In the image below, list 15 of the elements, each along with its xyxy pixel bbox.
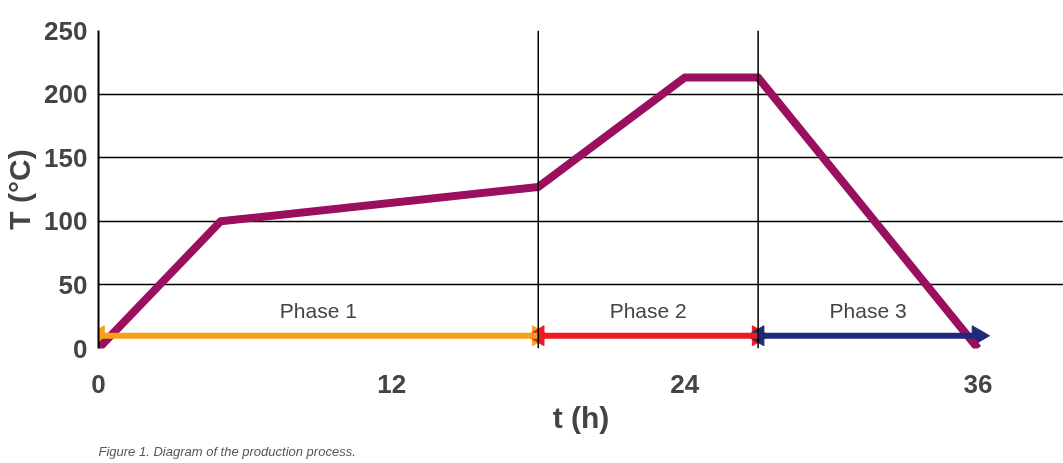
y-tick-label: 100 xyxy=(44,206,88,237)
caption: Figure 1. Diagram of the production process. xyxy=(98,443,356,459)
y-tick-label: 0 xyxy=(73,333,88,364)
y-tick-label: 200 xyxy=(44,79,88,110)
y-tick-label: 250 xyxy=(44,15,88,46)
series-label: Phase 3 xyxy=(829,298,907,322)
x-tick-label: 12 xyxy=(377,368,407,399)
x-axis-title: t (h) xyxy=(552,400,610,434)
y-axis-title: T (°C) xyxy=(3,149,37,230)
y-tick-label: 150 xyxy=(44,142,88,173)
x-tick-label: 24 xyxy=(670,368,700,399)
y-tick-label: 50 xyxy=(58,269,88,300)
series-label: Phase 2 xyxy=(609,298,687,322)
series-label: Phase 1 xyxy=(279,298,357,322)
x-tick-label: 36 xyxy=(963,368,993,399)
